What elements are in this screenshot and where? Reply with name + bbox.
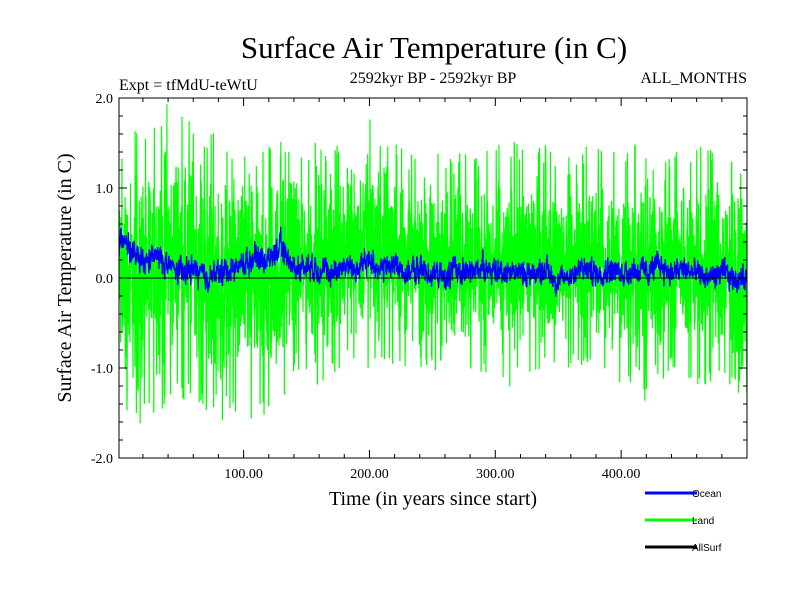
y-tick-label: 0.0 — [96, 272, 114, 287]
chart-subtitle-left: Expt = tfMdU-teWtU — [119, 77, 258, 94]
x-tick-label: 100.00 — [224, 467, 263, 482]
legend-label-ocean: Ocean — [692, 489, 721, 500]
series-land — [119, 104, 747, 424]
chart-subtitle-center: 2592kyr BP - 2592kyr BP — [350, 70, 517, 87]
land-line — [119, 104, 747, 424]
y-tick-label: 2.0 — [96, 92, 114, 107]
y-tick-label: -1.0 — [91, 362, 113, 377]
x-tick-label: 400.00 — [602, 467, 641, 482]
x-tick-label: 300.00 — [476, 467, 515, 482]
legend-label-land: Land — [692, 516, 714, 527]
y-tick-label: 1.0 — [96, 182, 114, 197]
y-tick-label: -2.0 — [91, 452, 113, 467]
y-axis-label: Surface Air Temperature (in C) — [54, 153, 76, 402]
chart-title: Surface Air Temperature (in C) — [241, 30, 627, 65]
legend: Ocean Land AllSurf — [645, 489, 722, 554]
x-tick-label: 200.00 — [350, 467, 389, 482]
x-axis-label: Time (in years since start) — [329, 488, 537, 510]
ticks: 100.00 200.00 300.00 400.00 -2.0 -1.0 0.0 1.0 2.… — [91, 92, 747, 482]
legend-label-allsurf: AllSurf — [692, 543, 722, 554]
chart-subtitle-right: ALL_MONTHS — [640, 70, 747, 87]
